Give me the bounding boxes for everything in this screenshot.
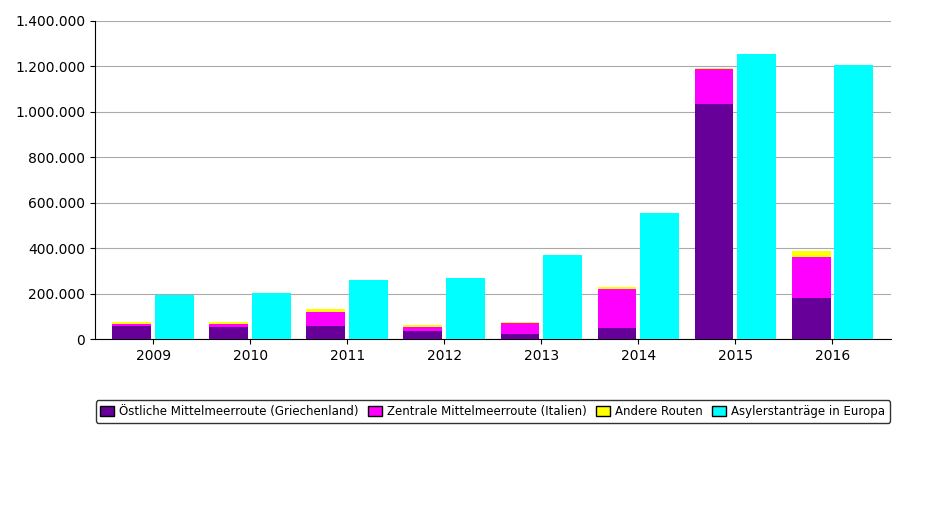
Bar: [404, 327, 442, 331]
Bar: [500, 323, 539, 333]
Bar: [306, 309, 346, 312]
Bar: [695, 69, 733, 104]
Bar: [252, 293, 291, 340]
Bar: [446, 278, 485, 340]
Bar: [113, 324, 151, 326]
Bar: [597, 289, 637, 328]
Bar: [500, 333, 539, 340]
Bar: [792, 251, 830, 257]
Bar: [155, 295, 193, 340]
Bar: [404, 325, 442, 327]
Bar: [113, 322, 151, 324]
Bar: [209, 327, 248, 340]
Bar: [695, 104, 733, 340]
Bar: [737, 53, 777, 340]
Bar: [500, 322, 539, 323]
Bar: [695, 68, 733, 69]
Bar: [792, 298, 830, 340]
Bar: [835, 65, 873, 340]
Bar: [640, 213, 679, 340]
Bar: [404, 331, 442, 340]
Bar: [544, 255, 582, 340]
Legend: Östliche Mittelmeerroute (Griechenland), Zentrale Mittelmeerroute (Italien), And: Östliche Mittelmeerroute (Griechenland),…: [96, 400, 890, 422]
Bar: [113, 326, 151, 340]
Bar: [209, 322, 248, 324]
Bar: [792, 257, 830, 298]
Bar: [349, 280, 388, 340]
Bar: [209, 324, 248, 327]
Bar: [306, 312, 346, 326]
Bar: [597, 328, 637, 340]
Bar: [306, 326, 346, 340]
Bar: [597, 287, 637, 289]
